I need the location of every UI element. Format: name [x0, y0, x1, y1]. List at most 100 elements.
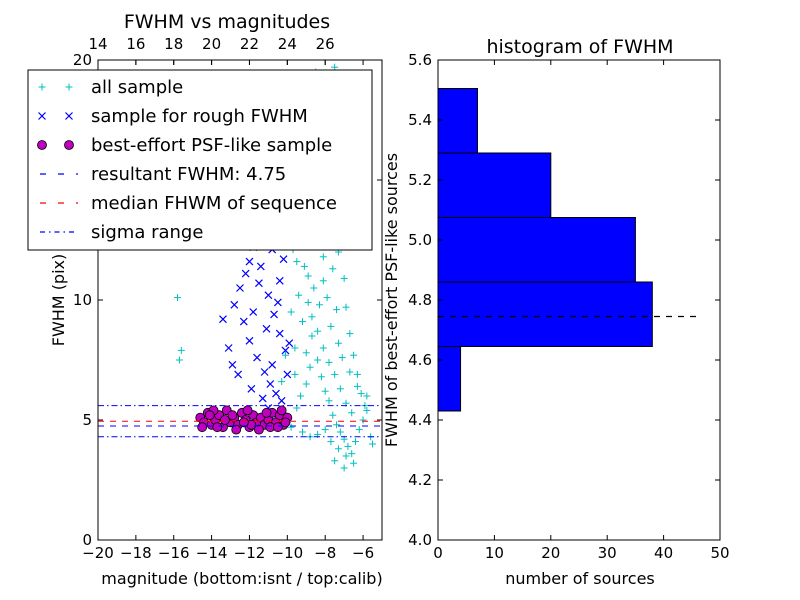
legend-label-3: resultant FWHM: 4.75 [91, 164, 286, 185]
scatter-x-axis-label: magnitude (bottom:isnt / top:calib) [101, 569, 382, 588]
series-0-point-43 [348, 450, 356, 458]
series-1-point-8 [275, 329, 284, 338]
series-0-point-40 [336, 428, 344, 436]
series-1-point-26 [245, 257, 254, 266]
series-0-point-51 [369, 440, 377, 448]
series-0-point-34 [314, 356, 322, 364]
series-0-point-109 [334, 445, 342, 453]
x-tick-label-1: −18 [120, 544, 152, 562]
x-tick-label-3: −14 [196, 544, 228, 562]
histogram-bars [438, 88, 698, 412]
series-0-point-54 [346, 368, 354, 376]
series-0-point-74 [281, 351, 289, 359]
scatter-y-ticks: 0 5 10 20 [73, 51, 382, 549]
series-0-point-57 [327, 322, 335, 330]
hist-y-tick-label-3: 4.6 [408, 351, 432, 369]
series-0-point-55 [338, 354, 346, 362]
series-1-point-33 [285, 339, 294, 348]
series-0-point-76 [291, 370, 299, 378]
legend-label-1: sample for rough FWHM [91, 106, 308, 127]
histogram-title: histogram of FWHM [486, 36, 673, 58]
series-0-point-104 [321, 426, 329, 434]
series-0-point-35 [317, 373, 325, 381]
series-1-point-9 [281, 346, 290, 355]
legend-marker-b-2 [64, 140, 74, 150]
series-1-point-35 [228, 360, 237, 369]
top-tick-label-2: 18 [164, 35, 183, 53]
legend-marker-b-0 [65, 83, 73, 91]
series-1-point-23 [239, 317, 248, 326]
legend-item-2: best-effort PSF-like sample [37, 135, 332, 156]
series-2-point-39 [280, 417, 291, 428]
series-0-point-111 [350, 459, 358, 467]
series-0-point-59 [323, 294, 331, 302]
histogram-y-axis-label: FWHM of best-effort PSF-like sources [382, 153, 401, 447]
y-tick-label-2: 10 [73, 291, 92, 309]
series-2-point-26 [219, 415, 230, 425]
series-0-point-12 [306, 363, 314, 371]
series-0-point-37 [325, 397, 333, 405]
series-0-point-61 [329, 265, 337, 273]
series-1-point-7 [270, 310, 279, 319]
series-2-point-28 [242, 405, 253, 416]
hist-y-tick-label-4: 4.8 [408, 291, 432, 309]
scatter-legend: all sample sample for rough FWHM best-effo… [27, 69, 373, 251]
legend-item-0: all sample [38, 77, 183, 98]
x-tick-label-4: −12 [234, 544, 266, 562]
series-0-point-16 [304, 272, 312, 280]
histogram-x-ticks: 0 10 20 30 40 50 [433, 60, 730, 562]
series-0-point-77 [302, 349, 310, 357]
series-1-point-3 [241, 269, 250, 278]
hist-y-tick-label-5: 5.0 [408, 231, 432, 249]
legend-label-4: median FHWM of sequence [91, 193, 337, 214]
top-tick-label-6: 26 [316, 35, 335, 53]
top-tick-label-5: 24 [278, 35, 297, 53]
legend-marker-a-2 [37, 140, 47, 150]
hist-y-tick-label-2: 4.4 [408, 411, 432, 429]
series-0-point-53 [353, 382, 361, 390]
scatter-title: FWHM vs magnitudes [124, 11, 330, 33]
series-0-point-58 [333, 306, 341, 314]
series-0-point-14 [298, 318, 306, 326]
series-1-point-20 [273, 298, 282, 307]
legend-item-1: sample for rough FWHM [38, 106, 308, 127]
series-0-point-86 [346, 330, 354, 338]
series-0-point-110 [342, 452, 350, 460]
hist-x-tick-label-5: 50 [710, 544, 729, 562]
series-1-point-12 [260, 368, 269, 376]
series-0-point-49 [363, 406, 371, 414]
series-1-point-10 [245, 336, 254, 345]
series-0-point-0 [174, 294, 182, 302]
legend-marker-a-1 [38, 112, 46, 120]
series-0-point-75 [278, 378, 286, 386]
hist-x-tick-label-4: 40 [654, 544, 673, 562]
series-2-point-33 [227, 410, 238, 421]
x-tick-label-2: −16 [158, 544, 190, 562]
legend-label-5: sigma range [91, 222, 203, 243]
series-1-point-14 [272, 389, 280, 398]
series-1-point-13 [266, 380, 275, 388]
series-1-point-5 [256, 262, 265, 271]
series-0-point-97 [314, 327, 322, 335]
series-0-point-84 [340, 274, 348, 282]
series-0-point-33 [310, 284, 318, 292]
series-0-point-52 [363, 392, 371, 400]
x-tick-label-6: −8 [314, 544, 336, 562]
series-1-point-19 [268, 360, 277, 369]
series-0-point-96 [319, 344, 327, 352]
series-0-point-30 [316, 301, 324, 309]
series-1-point-25 [283, 370, 292, 379]
series-1-point-2 [236, 284, 244, 292]
series-0-point-93 [336, 385, 344, 393]
x-tick-label-7: −6 [352, 544, 374, 562]
series-0-point-29 [308, 332, 316, 340]
series-2-point-27 [231, 424, 242, 435]
series-0-point-99 [300, 262, 308, 270]
series-0-point-88 [353, 370, 361, 378]
series-0-point-73 [287, 308, 295, 316]
legend-item-4: median FHWM of sequence [40, 193, 337, 214]
hist-x-tick-label-1: 10 [485, 544, 504, 562]
series-2-point-24 [197, 422, 208, 433]
series-0-point-85 [342, 303, 350, 311]
series-0-point-72 [293, 258, 301, 266]
